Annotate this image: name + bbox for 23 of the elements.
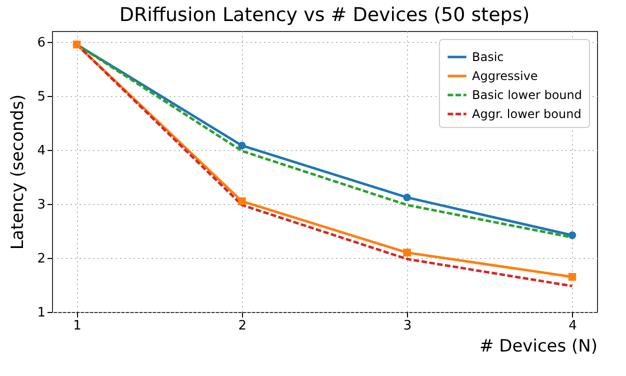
y-tick-label: 5 [37,89,46,104]
y-tick-label: 2 [37,251,46,266]
point [403,248,411,256]
legend-label: Aggressive [472,69,538,83]
legend-label: Basic [472,50,504,64]
y-tick-label: 6 [37,35,46,50]
legend-label: Aggr. lower bound [472,107,582,121]
y-tick-label: 3 [37,197,46,212]
chart-title: DRiffusion Latency vs # Devices (50 steps) [119,4,530,26]
x-tick-label: 4 [568,318,577,334]
y-tick-label: 1 [37,306,46,320]
point [403,194,411,202]
point [238,197,246,206]
y-axis-title: Latency (seconds) [8,94,28,250]
y-tick-label: 4 [37,143,46,158]
point [568,231,576,240]
x-axis-title: # Devices (N) [479,336,598,356]
x-tick-label: 2 [238,318,247,334]
x-tick-label: 1 [73,318,82,334]
point [568,273,576,281]
legend-label: Basic lower bound [472,88,582,102]
point [238,142,246,150]
x-tick-label: 3 [403,318,412,334]
